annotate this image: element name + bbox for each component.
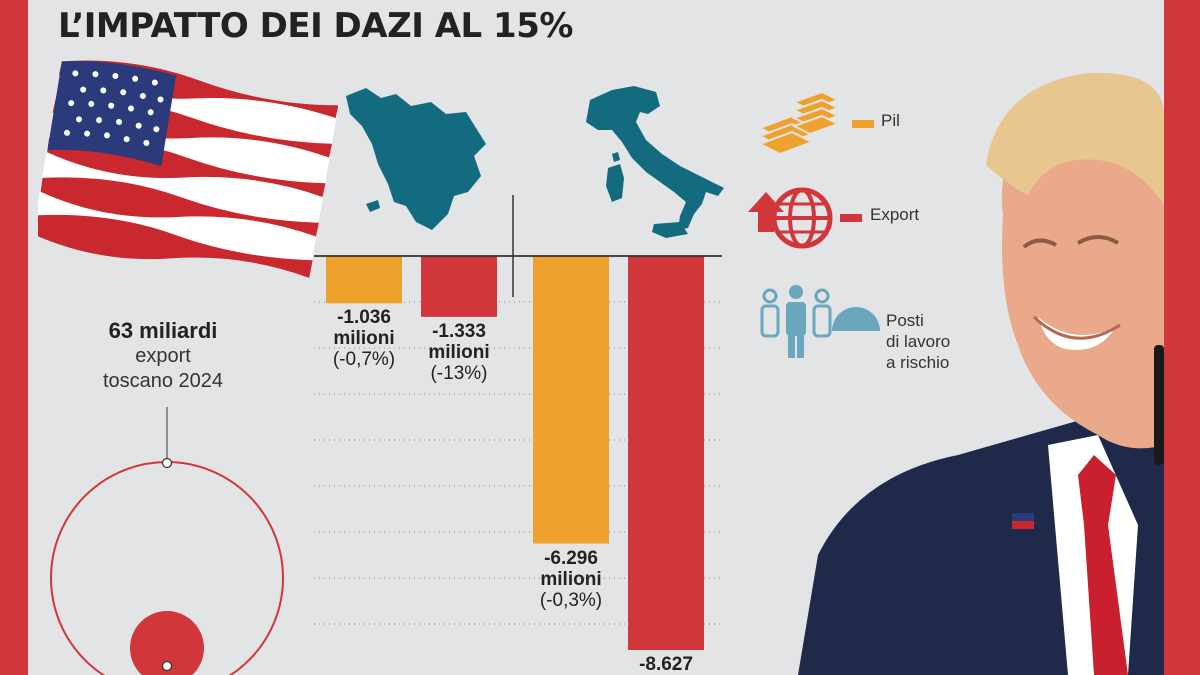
bar-pil-toscana — [326, 256, 402, 304]
export-bubble-chart — [50, 407, 284, 675]
bar-value-label-line: (-0,7%) — [332, 349, 396, 371]
legend-label-jobs-line1: Posti — [886, 311, 924, 330]
export-total-desc-line1: export — [135, 345, 191, 367]
legend-label-export: Export — [870, 205, 920, 224]
infographic-panel: L’IMPATTO DEI DAZI AL 15% — [28, 0, 1164, 675]
us-flag-icon — [38, 60, 338, 278]
bar-export-toscana — [421, 256, 497, 317]
bar-value-label-line: milioni — [540, 568, 602, 590]
bar-value-label: -6.296 milioni (-0,3%) — [516, 548, 626, 611]
legend-swatch-pil — [852, 120, 874, 128]
bar-value-label: -1.036 milioni (-0,7%) — [309, 307, 419, 370]
bar-value-label-line: -8.627 — [639, 654, 693, 675]
legend-swatch-export — [840, 214, 862, 222]
bar-value-label-line: milioni — [428, 341, 490, 363]
bar-value-label-line: -1.333 — [432, 320, 486, 342]
bar-pil-italia — [533, 256, 609, 544]
bar-export-italia — [628, 256, 704, 650]
legend-label-pil: Pil — [881, 111, 900, 130]
page-title: L’IMPATTO DEI DAZI AL 15% — [58, 6, 573, 46]
stacked-coins-icon — [757, 90, 841, 156]
bar-value-label-line: milioni — [333, 328, 395, 350]
bar-value-label: -1.333 milioni (-13%) — [404, 321, 514, 384]
tuscany-map-icon — [346, 88, 486, 230]
export-total-label: 63 miliardi export toscano 2024 — [68, 318, 258, 394]
legend-label-jobs-line2: di lavoro — [886, 332, 951, 351]
legend-swatch-jobs — [832, 307, 880, 331]
italy-map-icon — [586, 86, 724, 238]
export-total-desc-line2: toscano 2024 — [102, 370, 224, 392]
bar-value-label-line: (-13%) — [430, 362, 488, 384]
portrait-illustration — [798, 72, 1164, 675]
inner-bubble — [130, 611, 204, 675]
legend-label-jobs-line3: a rischio — [886, 353, 950, 372]
impact-bar-chart — [314, 195, 722, 650]
globe-export-icon — [748, 187, 833, 249]
export-total-value: 63 miliardi — [108, 318, 218, 343]
workers-icon — [760, 285, 832, 358]
bar-value-label-line: -6.296 — [544, 547, 598, 569]
bar-value-label: -8.627 — [611, 654, 721, 675]
outer-bubble-marker — [161, 457, 173, 469]
bar-value-label-line: (-0,3%) — [539, 589, 603, 611]
inner-bubble-marker — [161, 660, 173, 672]
legend-label-jobs: Posti di lavoro a rischio — [886, 310, 950, 373]
bar-value-label-line: -1.036 — [337, 307, 391, 329]
